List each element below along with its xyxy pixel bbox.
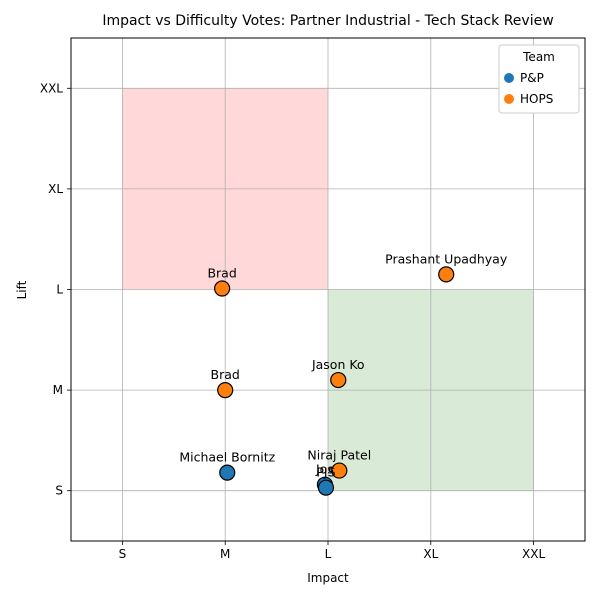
y-tick-label-s: S <box>55 484 63 498</box>
data-point-label: Brad <box>211 367 240 382</box>
data-point-label: PJS <box>316 465 335 480</box>
y-tick-label-xl: XL <box>48 182 63 196</box>
data-point <box>331 462 348 479</box>
x-tick-label-xxl: XXL <box>522 547 545 561</box>
legend-marker-hops <box>504 94 514 104</box>
y-tick-label-m: M <box>53 383 63 397</box>
data-point <box>214 280 231 297</box>
data-point <box>330 371 347 389</box>
chart-title: Impact vs Difficulty Votes: Partner Indu… <box>102 13 553 29</box>
data-point <box>217 382 234 399</box>
y-axis-label: Lift <box>15 280 29 299</box>
data-point-label: Jos <box>315 462 334 477</box>
x-tick-label-xl: XL <box>423 547 438 561</box>
y-tick-label-xxl: XXL <box>40 81 63 95</box>
data-point-label: Niraj Patel <box>307 448 371 463</box>
x-axis-label: Impact <box>307 571 349 585</box>
legend-title: Team <box>522 50 555 64</box>
data-point-label: Prashant Upadhyay <box>385 251 508 266</box>
grid-layer <box>71 38 585 541</box>
data-point-label: Brad <box>207 265 236 280</box>
data-point <box>317 479 335 496</box>
data-point-label: Michael Bornitz <box>179 450 275 465</box>
y-tick-label-l: L <box>56 283 63 297</box>
data-point <box>219 464 236 481</box>
legend-entry-hops: HOPS <box>520 92 553 106</box>
points-layer <box>214 266 455 496</box>
legend-entry-pp: P&P <box>520 71 544 85</box>
x-tick-label-l: L <box>325 547 332 561</box>
x-tick-label-s: S <box>119 547 127 561</box>
legend-box <box>498 44 580 114</box>
legend: Team P&P HOPS <box>498 44 580 114</box>
data-point-label: Jason Ko <box>311 357 365 372</box>
data-point <box>438 266 455 283</box>
x-tick-label-m: M <box>220 547 230 561</box>
ticks-layer: S M L XL XXL S M L XL XXL <box>40 81 546 561</box>
legend-marker-pp <box>504 73 514 83</box>
